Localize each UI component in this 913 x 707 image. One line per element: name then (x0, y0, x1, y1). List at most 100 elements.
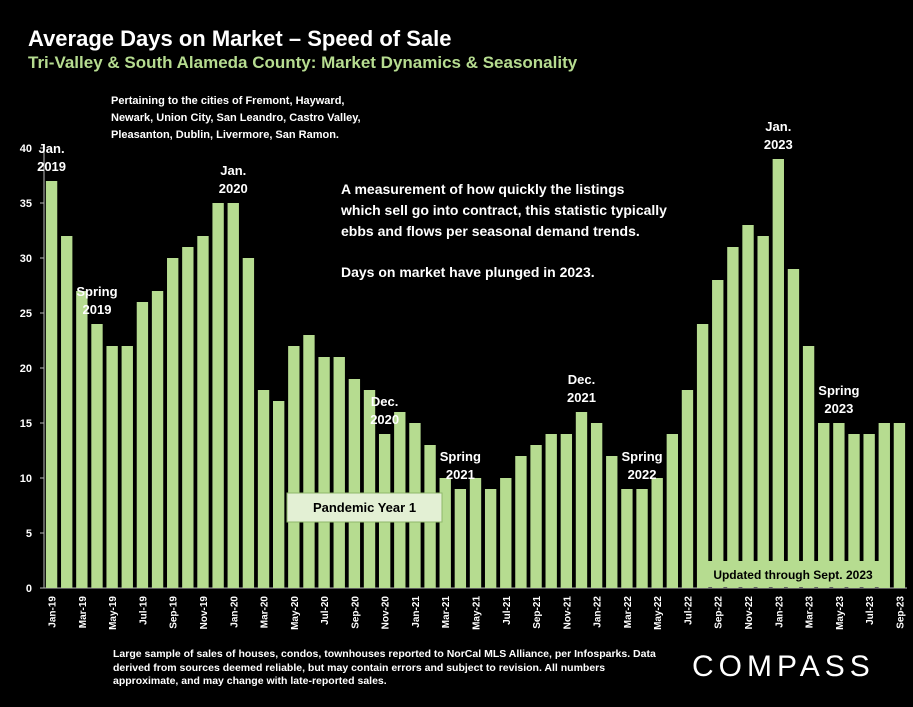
x-tick-label: Jul-19 (138, 596, 149, 625)
x-tick-label: Jan-20 (229, 596, 240, 628)
annotation-Apr-22: Spring 2022 (621, 449, 662, 482)
bar-Sep-23 (893, 423, 906, 588)
x-tick-label: May-21 (472, 596, 483, 630)
compass-logo: COMPASS (692, 650, 875, 683)
y-tick-label: 35 (20, 198, 32, 210)
pandemic-box (286, 492, 443, 523)
x-tick-label: Jul-21 (502, 596, 513, 625)
bar-Jul-22 (681, 390, 694, 588)
bar-May-21 (469, 478, 482, 588)
bar-Apr-21 (454, 489, 467, 588)
x-tick-label: Nov-20 (381, 596, 392, 630)
bar-Nov-22 (742, 225, 754, 588)
bar-Mar-20 (257, 390, 270, 588)
annotation-Jan-19: Jan. 2019 (37, 141, 66, 174)
annotation-Dec-21: Dec. 2021 (567, 372, 596, 405)
bar-Feb-22 (606, 456, 618, 588)
bar-Jan-22 (590, 423, 603, 588)
x-tick-label: Jan-21 (411, 596, 422, 628)
bar-Sep-22 (712, 280, 724, 588)
bar-May-23 (833, 423, 845, 588)
bar-May-20 (288, 346, 300, 588)
bar-Oct-20 (363, 390, 376, 588)
annotation-Nov-20: Dec. 2020 (370, 394, 399, 427)
y-tick-label: 5 (26, 528, 32, 540)
y-tick-label: 0 (26, 583, 32, 595)
bar-Jun-22 (666, 434, 679, 588)
y-tick-label: 15 (20, 418, 32, 430)
x-tick-label: Nov-22 (744, 596, 755, 630)
bar-Jan-19 (45, 181, 58, 588)
y-tick-label: 10 (20, 473, 32, 485)
bar-Sep-21 (530, 445, 542, 588)
bar-Oct-21 (545, 434, 557, 588)
highlight-text: Days on market have plunged in 2023. (341, 264, 595, 280)
bar-Dec-19 (212, 203, 224, 588)
updated-box (697, 561, 889, 587)
y-tick-label: 20 (20, 363, 32, 375)
bar-Jul-23 (863, 434, 875, 588)
x-tick-label: Jul-20 (320, 596, 331, 625)
updated-label: Updated through Sept. 2023 (713, 568, 873, 582)
bar-Aug-22 (696, 324, 709, 588)
x-tick-label: May-23 (835, 596, 846, 630)
annotation-Jan-23: Jan. 2023 (764, 119, 793, 152)
cities-note: Pertaining to the cities of Fremont, Hay… (111, 95, 361, 141)
y-tick-label: 30 (20, 253, 32, 265)
x-tick-label: Mar-20 (260, 596, 271, 629)
x-tick-label: Sep-22 (714, 596, 725, 629)
bar-Mar-22 (621, 489, 633, 588)
bar-Oct-22 (727, 247, 739, 588)
bar-Aug-21 (515, 456, 527, 588)
y-tick-label: 40 (20, 143, 32, 155)
bar-Jul-20 (318, 357, 330, 588)
x-tick-label: Sep-20 (350, 596, 361, 629)
x-tick-label: Jan-23 (774, 596, 785, 628)
bar-Mar-21 (439, 478, 451, 588)
chart-title: Average Days on Market – Speed of Sale (28, 26, 452, 51)
x-tick-label: Sep-21 (532, 596, 543, 629)
y-tick-label: 25 (20, 308, 32, 320)
bar-Jul-19 (136, 302, 149, 588)
bar-Apr-22 (636, 489, 648, 588)
x-tick-label: Sep-19 (169, 596, 180, 629)
annotation-Apr-19: Spring 2019 (76, 284, 117, 317)
x-tick-label: Sep-23 (895, 596, 906, 629)
bar-Dec-21 (575, 412, 588, 588)
bar-Mar-19 (76, 291, 88, 588)
bar-Nov-21 (560, 434, 573, 588)
x-tick-label: Nov-19 (199, 596, 210, 630)
bar-Sep-20 (348, 379, 361, 588)
bar-Mar-23 (802, 346, 815, 588)
bar-Dec-22 (757, 236, 769, 588)
x-tick-label: May-20 (290, 596, 301, 630)
description-text: A measurement of how quickly the listing… (340, 181, 667, 239)
x-tick-label: Mar-22 (623, 596, 634, 629)
x-tick-label: Mar-23 (805, 596, 816, 629)
bar-Nov-19 (197, 236, 209, 588)
bar-May-22 (651, 478, 663, 588)
x-tick-label: Jan-22 (593, 596, 604, 628)
x-tick-label: Mar-21 (441, 596, 452, 629)
bar-Jan-20 (227, 203, 239, 588)
x-tick-label: Jan-19 (48, 596, 59, 628)
bar-Jun-19 (121, 346, 133, 588)
bar-May-19 (106, 346, 118, 588)
source-footnote: Large sample of sales of houses, condos,… (113, 648, 656, 688)
bar-Aug-19 (151, 291, 164, 588)
x-tick-label: Jul-23 (865, 596, 876, 625)
x-tick-label: Nov-21 (562, 596, 573, 630)
x-tick-label: May-19 (108, 596, 119, 630)
pandemic-label: Pandemic Year 1 (313, 500, 416, 515)
x-tick-label: Mar-19 (78, 596, 89, 629)
bar-Feb-19 (61, 236, 73, 588)
bar-Jun-23 (848, 434, 860, 588)
bar-Oct-19 (182, 247, 194, 588)
annotation-Jan-20: Jan. 2020 (219, 163, 248, 196)
bar-Aug-20 (333, 357, 345, 588)
bar-Apr-19 (91, 324, 103, 588)
x-tick-label: Jul-22 (683, 596, 694, 625)
bar-Jun-20 (303, 335, 315, 588)
bar-Jul-21 (500, 478, 512, 588)
